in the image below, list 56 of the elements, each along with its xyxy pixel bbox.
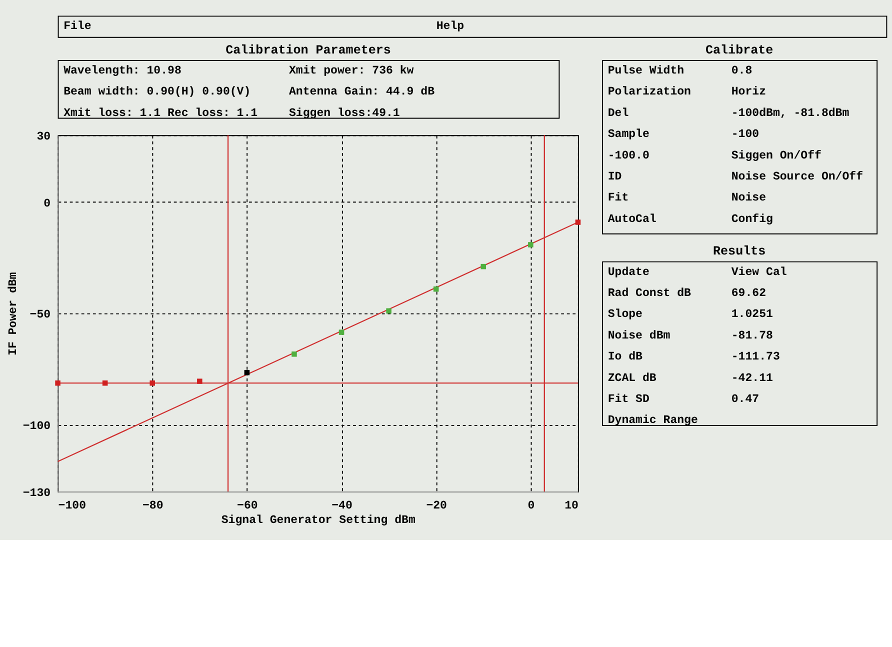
text: 0.47 [731, 392, 760, 406]
text: ZCAL dB [608, 372, 656, 385]
text: Rad Const dB [608, 287, 692, 300]
text: Fit SD [608, 392, 650, 406]
text: Wavelength: 10.98 [64, 64, 182, 78]
text: Slope [608, 308, 643, 322]
text: -100.0 [608, 149, 650, 162]
text: -42.11 [731, 372, 774, 385]
text: AutoCal [608, 212, 656, 226]
text: Calibration Parameters [226, 43, 391, 58]
text: -111.73 [731, 350, 780, 364]
x-tick-label: −40 [332, 499, 352, 512]
text: Fit [608, 192, 629, 205]
text: Dynamic Range [608, 414, 698, 428]
x-tick-label: 10 [564, 499, 579, 512]
text: Io dB [608, 350, 643, 364]
text: -100dBm, -81.8dBm [731, 106, 850, 120]
text: Polarization [608, 86, 692, 99]
text: Noise [731, 192, 766, 205]
y-axis-title: IF Power dBm [7, 272, 20, 356]
text: Antenna Gain: 44.9 dB [288, 86, 435, 99]
text: Beam width: 0.90(H) 0.90(V) [64, 86, 251, 99]
text: Siggen loss:49.1 [288, 106, 400, 120]
text: Noise Source On/Off [731, 170, 864, 184]
text: Siggen On/Off [731, 149, 822, 162]
text: Horiz [731, 86, 766, 99]
y-tick-label: −50 [30, 308, 51, 322]
text: Xmit loss: 1.1 Rec loss: 1.1 [64, 106, 258, 120]
x-tick-label: −20 [426, 499, 448, 512]
text: Results [713, 244, 766, 259]
text: ID [608, 170, 622, 184]
text: Xmit power: 736 kw [288, 64, 414, 78]
text: -81.78 [731, 329, 774, 342]
x-tick-label: −60 [237, 499, 258, 512]
text: View Cal [731, 266, 787, 279]
x-tick-label: −100 [58, 499, 86, 512]
y-tick-label: −130 [22, 486, 51, 500]
text: Update [608, 266, 650, 279]
text: 1.0251 [731, 308, 774, 322]
x-tick-label: 0 [528, 499, 535, 512]
y-tick-label: 30 [36, 130, 51, 144]
text: 69.62 [731, 287, 766, 300]
text: Del [608, 106, 629, 120]
text: File [64, 20, 92, 34]
text: 0.8 [731, 64, 752, 78]
text: -100 [731, 128, 760, 142]
text: Help [436, 20, 464, 34]
x-axis-title: Signal Generator Setting dBm [221, 514, 416, 527]
text: Calibrate [706, 43, 774, 58]
text: Pulse Width [608, 64, 684, 78]
text: Config [731, 212, 774, 226]
y-tick-label: −100 [22, 420, 51, 434]
x-tick-label: −80 [142, 499, 164, 512]
y-tick-label: 0 [44, 197, 51, 210]
text: Sample [608, 128, 650, 142]
text: Noise dBm [608, 329, 670, 342]
